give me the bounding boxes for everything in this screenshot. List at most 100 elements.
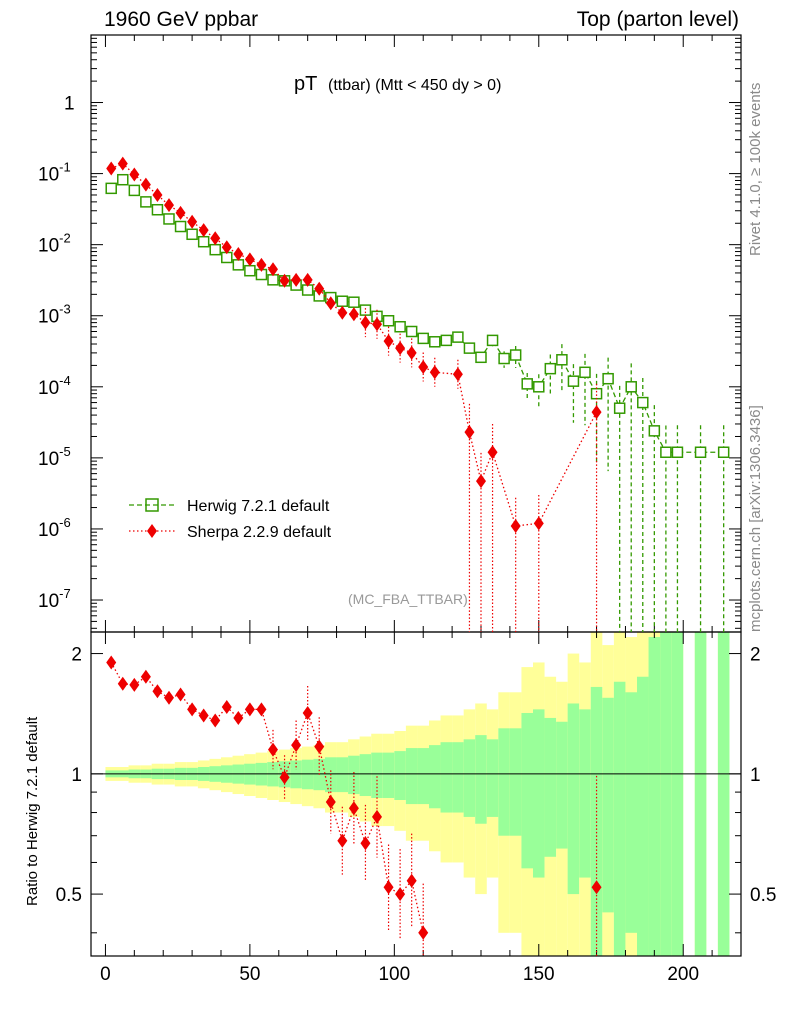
- stat-band-bin: [544, 717, 557, 857]
- legend-sherpa-marker: [147, 524, 157, 538]
- herwig-point: [625, 381, 637, 393]
- herwig-point: [533, 381, 545, 393]
- herwig-point: [359, 304, 372, 316]
- ratio-point: [268, 742, 278, 757]
- stat-band-bin: [533, 709, 545, 878]
- stat-band-bin: [625, 692, 637, 933]
- stat-band-bin: [648, 637, 661, 956]
- ratio-point: [302, 705, 313, 720]
- sherpa-point: [106, 161, 117, 176]
- sherpa-point: [117, 156, 128, 171]
- ratio-point: [291, 738, 302, 753]
- ratio-point: [325, 795, 336, 810]
- ratio-y-tick-label: 1: [71, 765, 82, 786]
- sherpa-point: [383, 334, 394, 349]
- ratio-point: [372, 809, 382, 824]
- ratio-y-tick-label: 1: [750, 765, 761, 786]
- herwig-point: [475, 351, 487, 364]
- herwig-point: [486, 334, 499, 347]
- herwig-point: [105, 182, 117, 195]
- herwig-point: [556, 354, 568, 366]
- stat-band-bin: [567, 703, 580, 895]
- legend-herwig-marker: [145, 498, 159, 512]
- herwig-point: [140, 196, 152, 208]
- herwig-point: [382, 314, 395, 327]
- legend-herwig-label: Herwig 7.2.1 default: [187, 498, 330, 515]
- herwig-point: [637, 396, 649, 409]
- ratio-line: [110, 662, 424, 933]
- sherpa-point: [476, 474, 486, 489]
- ratio-point: [129, 677, 140, 692]
- ratio-point: [140, 669, 151, 684]
- stat-band-bin: [417, 748, 429, 805]
- ratio-point: [418, 925, 429, 940]
- ratio-y-tick-label: 2: [71, 645, 82, 666]
- herwig-point: [498, 352, 510, 365]
- ratio-point: [175, 687, 186, 702]
- herwig-point: [394, 320, 406, 333]
- ratio-point: [210, 713, 221, 728]
- stat-band-bin: [348, 755, 360, 795]
- lower-panel-frame: [90, 631, 742, 957]
- ratio-point: [360, 836, 371, 851]
- herwig-point: [197, 235, 210, 248]
- ratio-point: [337, 833, 348, 848]
- y-tick-label: 10-2: [38, 231, 71, 257]
- stat-band-bin: [371, 752, 383, 798]
- stat-band-bin: [475, 735, 487, 824]
- rivet-label: Rivet 4.1.0, ≥ 100k events: [747, 82, 764, 256]
- herwig-point: [440, 334, 453, 347]
- herwig-point: [232, 259, 245, 271]
- sherpa-point: [302, 272, 313, 287]
- stat-band-bin: [498, 728, 510, 836]
- herwig-point: [117, 173, 129, 186]
- sherpa-point: [187, 214, 198, 229]
- herwig-point: [579, 366, 591, 379]
- sherpa-point: [325, 296, 336, 311]
- sherpa-point: [452, 367, 463, 382]
- herwig-point: [602, 372, 614, 385]
- herwig-point: [648, 425, 661, 437]
- ratio-point: [106, 655, 117, 670]
- stat-band-bin: [440, 742, 453, 813]
- sherpa-point: [221, 240, 232, 255]
- ratio-y-tick-label: 2: [750, 645, 761, 666]
- herwig-point: [336, 295, 349, 307]
- stat-band-bin: [660, 632, 672, 956]
- herwig-point: [567, 375, 580, 387]
- ratio-point: [164, 690, 174, 705]
- herwig-point: [660, 446, 672, 458]
- ratio-point: [314, 739, 325, 754]
- legend: Herwig 7.2.1 default Sherpa 2.2.9 defaul…: [129, 498, 332, 541]
- herwig-point: [694, 446, 707, 458]
- sherpa-line: [110, 162, 598, 527]
- ratio-series: [106, 655, 602, 956]
- ratio-point: [221, 699, 232, 714]
- sherpa-point: [129, 167, 140, 182]
- ratio-point: [187, 702, 198, 717]
- herwig-point: [244, 264, 256, 277]
- stat-band-bin: [463, 739, 476, 817]
- chart-title-rest: (ttbar) (Mtt < 450 dy > 0): [328, 77, 501, 94]
- stat-band-bin: [394, 751, 406, 800]
- ratio-y-tick-label: 0.5: [750, 885, 776, 906]
- sherpa-point: [429, 365, 440, 380]
- herwig-point: [348, 296, 360, 308]
- herwig-point: [452, 331, 464, 343]
- ratio-point: [233, 710, 244, 725]
- stat-band-bin: [429, 745, 441, 809]
- stat-band-bin: [602, 697, 614, 913]
- herwig-point: [463, 342, 476, 354]
- stat-band-bin: [637, 676, 649, 956]
- sherpa-point: [533, 516, 544, 531]
- sherpa-point: [591, 405, 602, 420]
- sherpa-series: [106, 156, 602, 632]
- sherpa-point: [152, 187, 163, 202]
- sherpa-point: [291, 272, 302, 287]
- herwig-point: [429, 336, 441, 348]
- stat-band-bin: [579, 709, 591, 878]
- sherpa-point: [487, 445, 498, 460]
- herwig-series: [105, 173, 730, 632]
- ratio-y-tick-label: 0.5: [56, 885, 82, 906]
